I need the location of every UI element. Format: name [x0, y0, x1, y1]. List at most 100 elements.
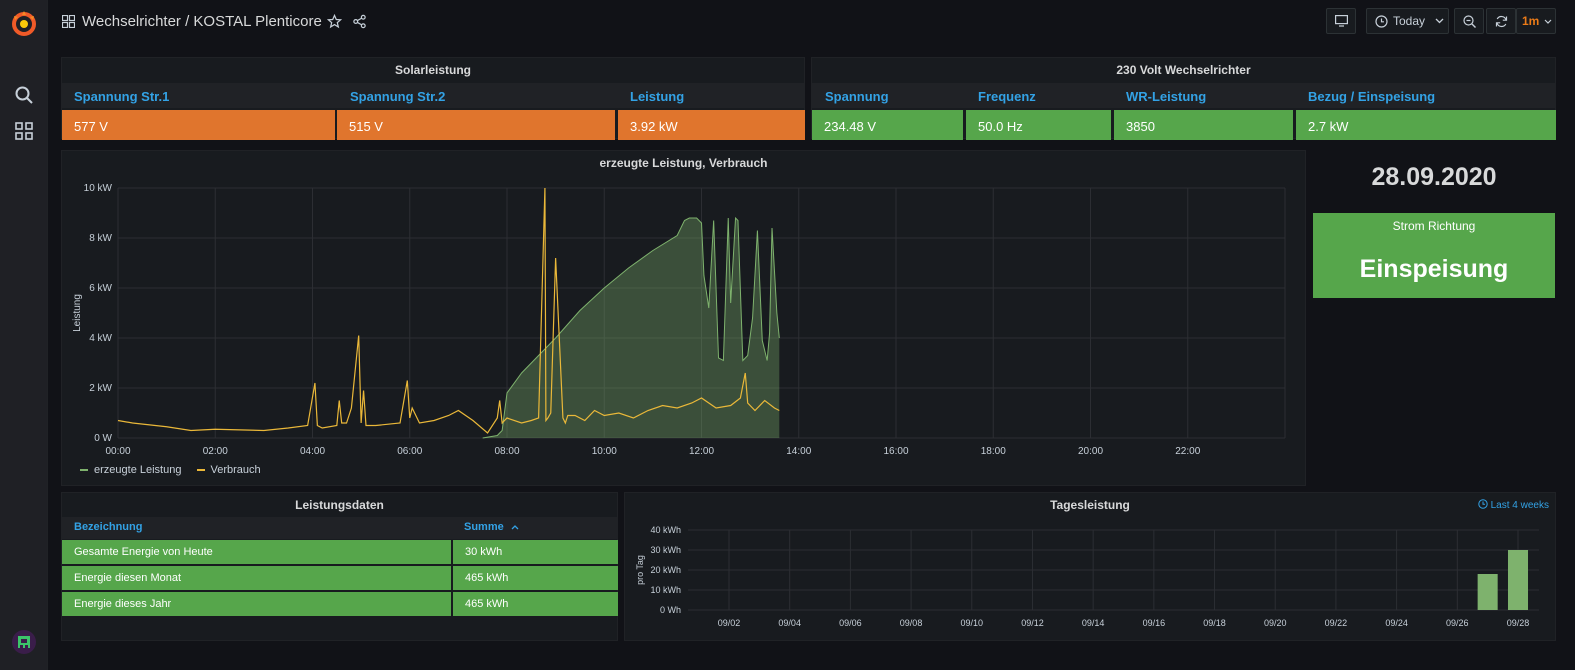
bar — [1507, 550, 1529, 610]
monitor-icon — [1335, 15, 1348, 27]
time-info: Last 4 weeks — [1477, 499, 1549, 511]
panel-title[interactable]: Solarleistung — [394, 63, 471, 77]
x-tick-label: 00:00 — [105, 446, 130, 457]
y-axis-label: pro Tag — [635, 555, 645, 585]
column-header[interactable]: Spannung Str.2 — [350, 89, 446, 104]
zoom-out-icon — [1463, 15, 1476, 28]
legend-swatch — [196, 469, 205, 472]
column-header[interactable]: Frequenz — [978, 89, 1036, 104]
panel-title[interactable]: erzeugte Leistung, Verbrauch — [599, 156, 768, 170]
table-header: Spannung Str.1 Spannung Str.2 Leistung — [62, 83, 805, 108]
y-tick-label: 0 W — [94, 433, 112, 444]
table-cell: 3.92 kW — [618, 110, 805, 140]
table-cell: 2.7 kW — [1296, 110, 1556, 140]
column-header-label: Summe — [464, 521, 504, 533]
x-tick-label: 09/12 — [1021, 618, 1044, 628]
sort-ascending-icon — [511, 525, 519, 530]
chevron-down-icon — [1544, 19, 1552, 24]
y-axis-label: Leistung — [72, 294, 83, 332]
table-cell: 50.0 Hz — [966, 110, 1111, 140]
x-tick-label: 09/26 — [1446, 618, 1469, 628]
x-tick-label: 02:00 — [203, 446, 228, 457]
power-chart[interactable]: 00:00 02:00 04:00 06:00 08:00 10:00 12:00 14:00… — [62, 151, 1305, 485]
search-icon[interactable] — [14, 85, 34, 105]
panel-title[interactable]: Tagesleistung — [1050, 498, 1130, 512]
x-tick-label: 09/10 — [961, 618, 984, 628]
y-tick-label: 10 kWh — [650, 585, 681, 595]
user-avatar[interactable] — [12, 630, 36, 654]
y-tick-label: 4 kW — [89, 333, 112, 344]
share-icon[interactable] — [352, 14, 367, 29]
column-header[interactable]: WR-Leistung — [1126, 89, 1207, 104]
panel-title[interactable]: Strom Richtung — [1392, 219, 1476, 233]
table-cell: 234.48 V — [812, 110, 963, 140]
column-header[interactable]: Leistung — [630, 89, 685, 104]
panel-title[interactable]: Leistungsdaten — [295, 498, 384, 512]
table-cell: Gesamte Energie von Heute — [62, 540, 451, 564]
column-header[interactable]: Bezug / Einspeisung — [1308, 89, 1436, 104]
series-line-verbrauch — [117, 187, 780, 434]
x-tick-label: 04:00 — [300, 446, 325, 457]
x-tick-label: 09/16 — [1143, 618, 1166, 628]
column-header-sorted[interactable]: Summe — [464, 521, 519, 533]
side-menu — [0, 0, 48, 670]
grafana-logo-icon[interactable] — [9, 8, 39, 38]
series-area-erzeugte-leistung — [482, 218, 780, 438]
chevron-down-icon — [1435, 18, 1444, 24]
y-tick-label: 20 kWh — [650, 565, 681, 575]
x-tick-label: 09/08 — [900, 618, 923, 628]
y-tick-label: 2 kW — [89, 383, 112, 394]
x-tick-label: 09/22 — [1325, 618, 1348, 628]
y-tick-label: 10 kW — [84, 183, 113, 194]
legend-label: erzeugte Leistung — [94, 464, 182, 476]
sync-icon — [1495, 15, 1508, 28]
y-tick-label: 30 kWh — [650, 545, 681, 555]
panel-title[interactable]: 230 Volt Wechselrichter — [1116, 63, 1251, 77]
legend-item-erzeugte-leistung[interactable]: erzeugte Leistung — [80, 464, 181, 476]
table-cell: Energie diesen Monat — [62, 566, 451, 590]
x-tick-label: 09/04 — [778, 618, 801, 628]
bar — [1477, 574, 1498, 610]
series-line-erzeugte-leistung — [482, 216, 780, 439]
time-info-label: Last 4 weeks — [1490, 500, 1549, 511]
x-tick-label: 22:00 — [1175, 446, 1200, 457]
dashboard-grid-icon — [62, 15, 75, 28]
column-header[interactable]: Spannung Str.1 — [74, 89, 170, 104]
x-tick-label: 10:00 — [592, 446, 617, 457]
column-header[interactable]: Spannung — [825, 89, 889, 104]
zoom-out-button[interactable] — [1454, 8, 1484, 34]
daily-energy-chart[interactable]: 0 Wh 10 kWh 20 kWh 30 kWh 40 kWh pro Tag 09/02… — [625, 493, 1555, 640]
x-tick-label: 09/20 — [1264, 618, 1287, 628]
time-range-label: Today — [1393, 14, 1426, 28]
legend-item-verbrauch[interactable]: Verbrauch — [196, 464, 261, 476]
x-tick-label: 16:00 — [883, 446, 908, 457]
column-header[interactable]: Bezeichnung — [74, 521, 143, 533]
x-tick-label: 12:00 — [689, 446, 714, 457]
tagesleistung-panel: Tagesleistung Last 4 weeks 0 Wh 10 kWh 20 … — [624, 492, 1556, 641]
x-tick-label: 09/28 — [1507, 618, 1530, 628]
x-tick-label: 18:00 — [981, 446, 1006, 457]
refresh-interval-picker[interactable]: 1m — [1516, 8, 1556, 34]
leistungsdaten-panel: Leistungsdaten Bezeichnung Summe Gesamte… — [61, 492, 618, 641]
leistung-graph-panel: erzeugte Leistung, Verbrauch 00:00 02:00 0… — [61, 150, 1306, 486]
y-tick-label: 0 Wh — [660, 605, 681, 615]
x-tick-label: 09/18 — [1203, 618, 1226, 628]
dashboards-icon[interactable] — [14, 121, 34, 141]
strom-richtung-panel: Strom Richtung Einspeisung — [1313, 213, 1555, 298]
tv-mode-button[interactable] — [1326, 8, 1356, 34]
y-tick-label: 40 kWh — [650, 525, 681, 535]
table-header: Bezeichnung Summe — [62, 517, 618, 539]
x-tick-label: 09/14 — [1082, 618, 1105, 628]
chart-legend: erzeugte Leistung Verbrauch — [80, 464, 261, 476]
table-cell: 30 kWh — [453, 540, 618, 564]
refresh-button[interactable] — [1486, 8, 1516, 34]
x-tick-label: 09/06 — [839, 618, 862, 628]
x-tick-label: 09/24 — [1385, 618, 1408, 628]
time-picker-button[interactable]: Today — [1366, 8, 1449, 34]
table-cell: Energie dieses Jahr — [62, 592, 451, 616]
refresh-interval-label: 1m — [1522, 14, 1540, 28]
star-icon[interactable] — [327, 14, 342, 29]
clock-icon — [1477, 499, 1488, 509]
direction-value: Einspeisung — [1359, 255, 1509, 283]
dashboard-title[interactable]: Wechselrichter / KOSTAL Plenticore — [82, 13, 322, 30]
